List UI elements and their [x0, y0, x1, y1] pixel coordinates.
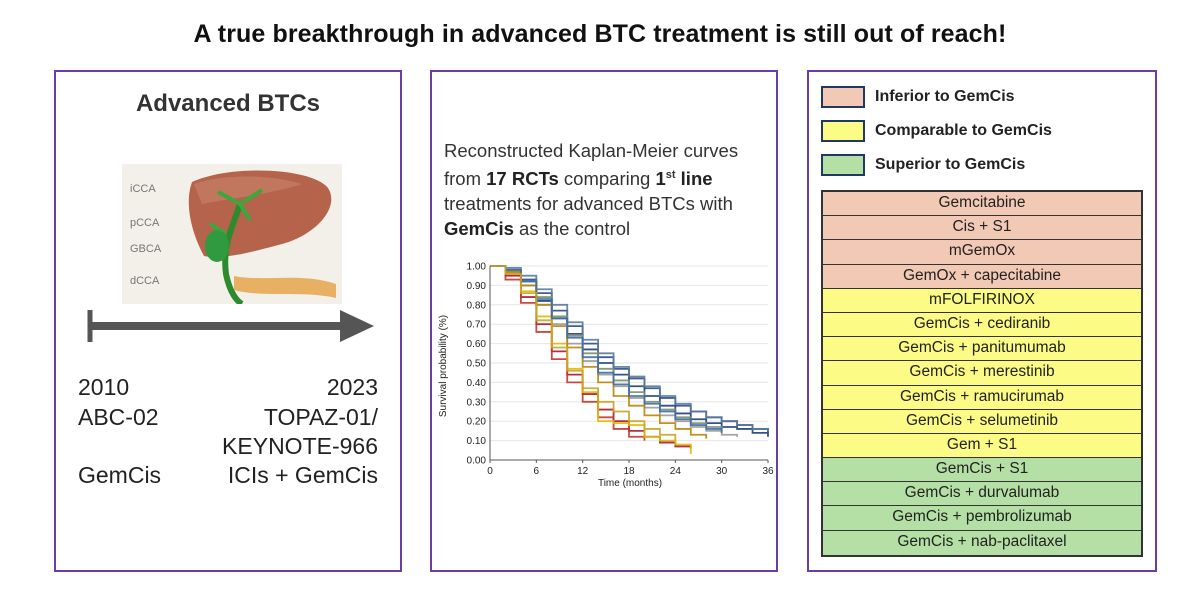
desc-line: line — [675, 168, 713, 190]
treatment-row: GemCis + pembrolizumab — [823, 506, 1141, 531]
desc-part-c: treatments for advanced BTCs with — [444, 193, 733, 215]
y-tick-label: 0.30 — [467, 397, 487, 408]
label-dcca: dCCA — [130, 275, 160, 287]
legend-label-superior: Superior to GemCis — [875, 156, 1026, 173]
x-tick-label: 0 — [487, 466, 493, 477]
y-tick-label: 1.00 — [467, 262, 487, 273]
legend-swatch-superior — [821, 154, 865, 176]
label-pcca: pCCA — [130, 217, 160, 229]
y-tick-label: 0.70 — [467, 320, 487, 331]
legend-label-inferior: Inferior to GemCis — [875, 88, 1015, 105]
bile-branches — [208, 188, 264, 236]
treatment-row: GemCis + cediranib — [823, 312, 1141, 338]
treatment-table: Gemcitabine Cis + S1 mGemOx GemOx + capecit… — [821, 190, 1143, 557]
treatment-row: GemCis + panitumumab — [823, 337, 1141, 362]
y-tick-label: 0.40 — [467, 378, 487, 389]
end-trial-line1: TOPAZ-01/ — [263, 404, 378, 430]
pancreas — [234, 276, 336, 298]
y-tick-label: 0.00 — [467, 456, 487, 467]
x-tick-label: 24 — [670, 466, 682, 477]
panel-treatment-comparison: Inferior to GemCis Comparable to GemCis … — [807, 70, 1157, 572]
panel-heading: Advanced BTCs — [135, 90, 321, 117]
treatment-row: GemCis + ramucirumab — [823, 385, 1141, 410]
x-tick-label: 18 — [623, 466, 635, 477]
label-icca: iCCA — [130, 183, 156, 195]
treatment-row: GemCis + merestinib — [823, 361, 1141, 386]
desc-sup: st — [665, 169, 676, 181]
timeline-shaft — [90, 322, 346, 330]
y-tick-label: 0.80 — [467, 300, 487, 311]
x-tick-label: 36 — [762, 466, 774, 477]
km-curves — [490, 265, 769, 455]
x-tick-label: 6 — [534, 466, 540, 477]
label-gbca: GBCA — [130, 243, 162, 255]
start-regimen: GemCis — [78, 462, 162, 488]
km-series-curve-11 — [490, 265, 677, 441]
treatment-row: Cis + S1 — [823, 216, 1141, 241]
desc-part-d: as the control — [513, 218, 631, 240]
treatment-row: GemCis + S1 — [823, 458, 1141, 483]
panel-km-curves: Reconstructed Kaplan-Meier curves from 1… — [430, 70, 778, 572]
treatment-row: GemOx + capecitabine — [823, 264, 1141, 289]
y-axis-label: Survival probability (%) — [438, 315, 449, 417]
km-description: Reconstructed Kaplan-Meier curves from 1… — [444, 138, 774, 241]
treatment-row: GemCis + nab-paclitaxel — [823, 530, 1141, 555]
x-axis-label: Time (months) — [598, 478, 662, 489]
desc-first: 1 — [655, 168, 666, 190]
desc-part-b: comparing — [558, 168, 656, 190]
treatment-row: GemCis + durvalumab — [823, 482, 1141, 507]
km-chart: 0.00 0.10 0.20 0.30 0.40 0.50 0.60 0.70 0.80 0.90… — [438, 262, 774, 490]
treatment-row: Gem + S1 — [823, 433, 1141, 459]
y-tick-label: 0.90 — [467, 281, 487, 292]
legend-swatch-inferior — [821, 86, 865, 108]
desc-rcts: 17 RCTs — [486, 168, 559, 190]
y-tick-label: 0.10 — [467, 436, 487, 447]
end-regimen: ICIs + GemCis — [227, 462, 378, 488]
liver-highlight — [194, 176, 302, 204]
y-tick-label: 0.60 — [467, 339, 487, 350]
main-title: A true breakthrough in advanced BTC trea… — [193, 20, 1007, 48]
x-tick-label: 12 — [577, 466, 589, 477]
desc-part-a: Reconstructed Kaplan-Meier curves from — [444, 140, 739, 190]
y-tick-label: 0.20 — [467, 417, 487, 428]
km-axes: 0.00 0.10 0.20 0.30 0.40 0.50 0.60 0.70 0.80 0.90… — [467, 262, 774, 478]
treatment-row: mFOLFIRINOX — [823, 288, 1141, 313]
liver-anatomy-illustration: iCCA pCCA GBCA dCCA — [122, 164, 342, 304]
panel-advanced-btcs: Advanced BTCs iCCA pCCA GBCA dCCA 2010 A… — [54, 70, 402, 572]
km-series-curve-10 — [490, 265, 723, 433]
gallbladder — [205, 230, 229, 262]
x-tick-label: 30 — [716, 466, 728, 477]
end-year: 2023 — [326, 374, 378, 400]
treatment-row: mGemOx — [823, 240, 1141, 265]
timeline-arrowhead — [340, 310, 374, 342]
legend-label-comparable: Comparable to GemCis — [875, 122, 1052, 139]
km-series-curve-9 — [490, 265, 708, 439]
start-trial: ABC-02 — [78, 404, 159, 430]
start-year: 2010 — [78, 374, 130, 400]
treatment-row: GemCis + selumetinib — [823, 409, 1141, 434]
bile-duct — [222, 203, 244, 304]
legend-swatch-comparable — [821, 120, 865, 142]
y-tick-label: 0.50 — [467, 359, 487, 370]
timeline-arrow — [87, 310, 374, 342]
treatment-row: Gemcitabine — [823, 192, 1141, 217]
desc-gemcis: GemCis — [444, 218, 514, 240]
end-trial-line2: KEYNOTE-966 — [222, 433, 378, 459]
